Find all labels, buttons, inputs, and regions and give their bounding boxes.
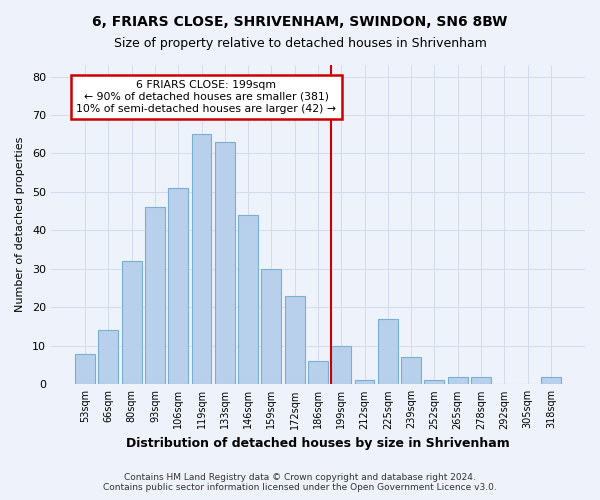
Text: 6 FRIARS CLOSE: 199sqm
← 90% of detached houses are smaller (381)
10% of semi-de: 6 FRIARS CLOSE: 199sqm ← 90% of detached… <box>76 80 336 114</box>
Bar <box>471 376 491 384</box>
Text: 6, FRIARS CLOSE, SHRIVENHAM, SWINDON, SN6 8BW: 6, FRIARS CLOSE, SHRIVENHAM, SWINDON, SN… <box>92 15 508 29</box>
Bar <box>331 346 351 385</box>
Bar <box>169 188 188 384</box>
Bar <box>448 376 467 384</box>
Bar <box>424 380 444 384</box>
Bar <box>308 361 328 384</box>
X-axis label: Distribution of detached houses by size in Shrivenham: Distribution of detached houses by size … <box>126 437 510 450</box>
Bar <box>541 376 561 384</box>
Text: Size of property relative to detached houses in Shrivenham: Size of property relative to detached ho… <box>113 38 487 51</box>
Bar <box>378 319 398 384</box>
Bar <box>215 142 235 384</box>
Bar <box>75 354 95 384</box>
Bar <box>145 208 165 384</box>
Bar <box>238 215 258 384</box>
Text: Contains HM Land Registry data © Crown copyright and database right 2024.
Contai: Contains HM Land Registry data © Crown c… <box>103 473 497 492</box>
Bar <box>122 261 142 384</box>
Bar <box>285 296 305 384</box>
Y-axis label: Number of detached properties: Number of detached properties <box>15 137 25 312</box>
Bar <box>98 330 118 384</box>
Bar <box>355 380 374 384</box>
Bar <box>262 269 281 384</box>
Bar <box>191 134 211 384</box>
Bar <box>401 358 421 384</box>
